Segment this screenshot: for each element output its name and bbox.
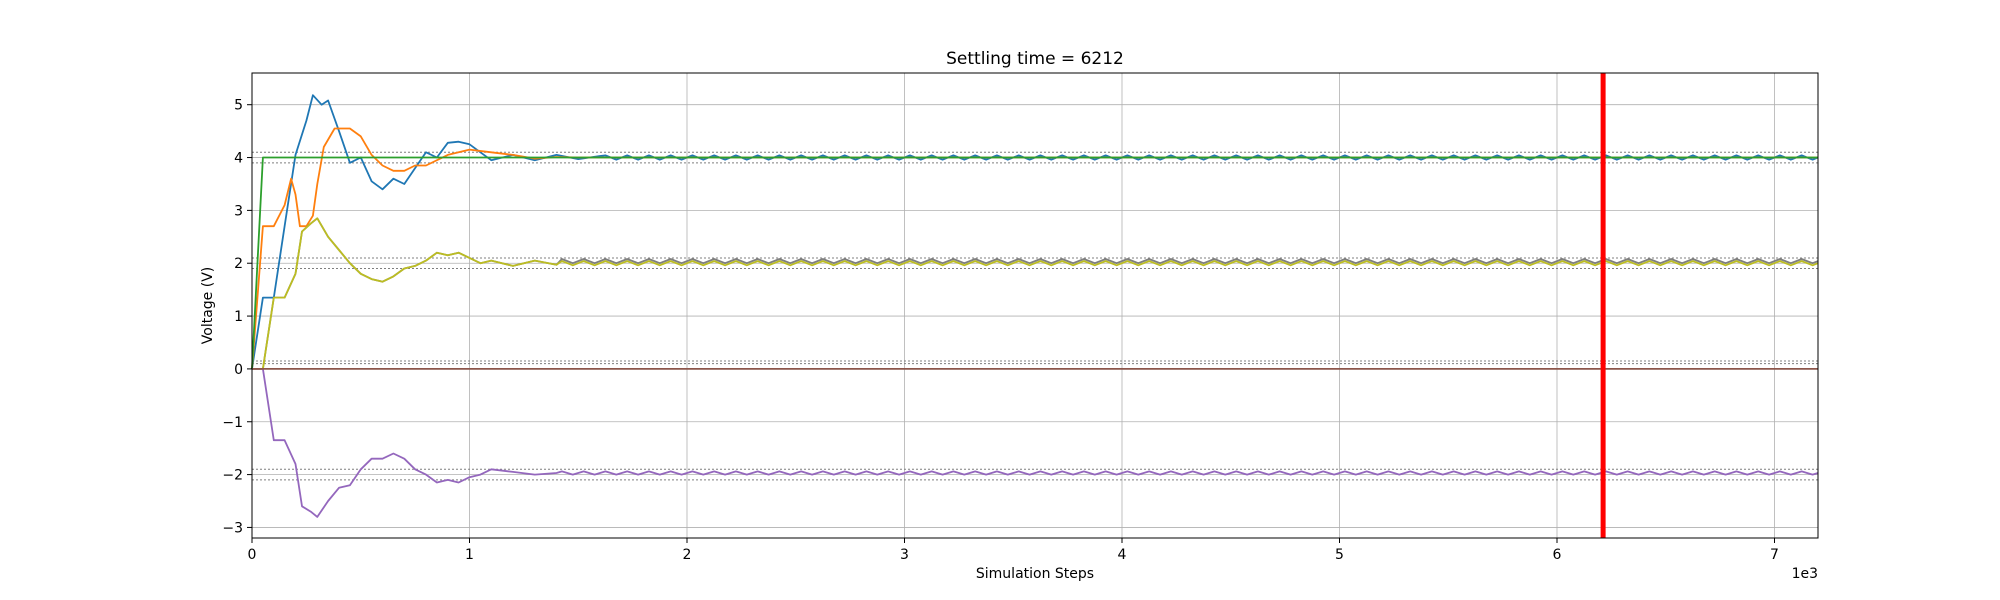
y-axis-title: Voltage (V) [200,267,216,344]
x-tick-label: 3 [900,547,909,563]
x-axis-offset-label: 1e3 [1792,566,1818,582]
y-tick-label: 1 [234,309,243,325]
grid [251,73,1818,538]
series-line-1 [251,127,1818,369]
x-tick-label: 4 [1118,547,1127,563]
y-tick-label: −1 [222,415,243,431]
y-tick-label: 3 [234,203,243,219]
series-line-3 [252,217,1819,370]
x-tick-label: 6 [1553,547,1562,563]
x-tick-label: 1 [465,547,474,563]
series-line-5 [252,368,1819,518]
x-tick-label: 2 [683,547,692,563]
series-line-0 [251,94,1819,370]
chart-title: Settling time = 6212 [946,49,1124,69]
x-tick-label: 5 [1335,547,1344,563]
series-line-2 [251,156,1818,369]
x-axis-title: Simulation Steps [976,566,1094,582]
y-tick-label: −2 [222,468,243,484]
y-tick-label: 4 [234,151,243,167]
x-tick-label: 0 [248,547,257,563]
series-line-4 [252,217,1819,370]
plot-frame [251,72,1819,539]
y-tick-label: −3 [222,520,243,536]
x-tick-label: 7 [1770,547,1779,563]
tolerance-bands [252,151,1818,481]
axis-ticks: 0 1 2 3 4 5 6 7 −3 −2 −1 0 1 2 3 4 5 [222,98,1779,563]
series-lines [251,94,1819,518]
y-tick-label: 2 [234,256,243,272]
y-tick-label: 0 [234,362,243,378]
y-tick-label: 5 [234,98,243,114]
